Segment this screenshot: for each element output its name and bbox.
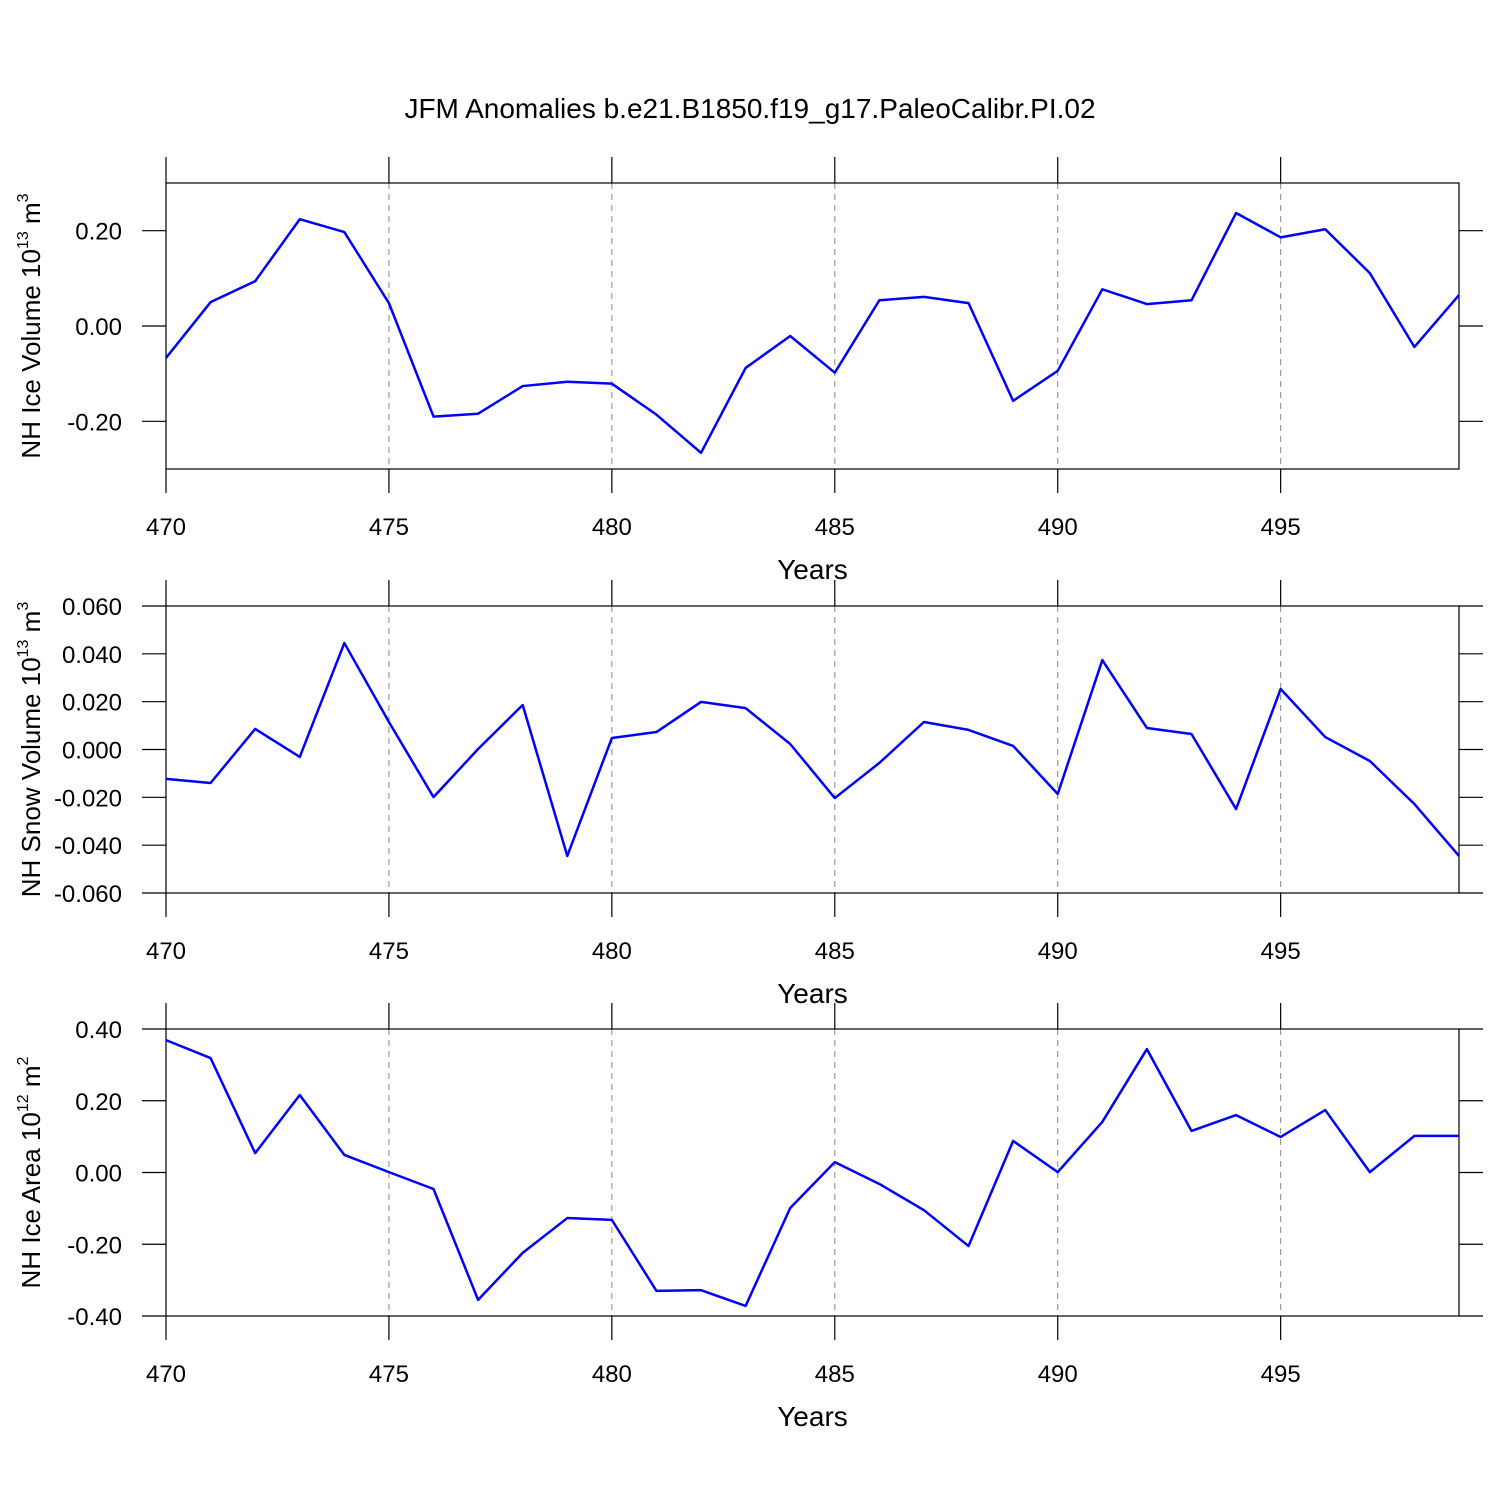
- y-label-text: m: [16, 1065, 46, 1094]
- y-tick-label: -0.40: [67, 1304, 122, 1331]
- x-axis-label: Years: [777, 978, 848, 1009]
- y-label-exponent: 13: [15, 639, 32, 657]
- y-label-text: NH Ice Volume 10: [16, 249, 46, 459]
- y-axis-label: NH Snow Volume 1013 m3: [15, 602, 46, 898]
- y-axis-label: NH Ice Volume 1013 m3: [15, 193, 46, 458]
- x-tick-label: 470: [146, 938, 186, 965]
- y-tick-label: 0.20: [75, 219, 122, 246]
- y-tick-label: 0.00: [75, 314, 122, 341]
- y-tick-label: 0.20: [75, 1089, 122, 1116]
- data-line: [165, 211, 1460, 455]
- x-tick-label: 470: [146, 514, 186, 541]
- x-tick-label: 495: [1261, 514, 1301, 541]
- y-tick-label: 0.000: [62, 738, 122, 765]
- x-tick-label: 480: [592, 938, 632, 965]
- data-line: [165, 641, 1460, 858]
- x-axis-label: Years: [777, 1401, 848, 1432]
- x-tick-label: 490: [1038, 1361, 1078, 1388]
- data-line: [165, 1038, 1459, 1308]
- y-axis-label: NH Ice Area 1012 m2: [15, 1056, 46, 1288]
- y-tick-label: 0.00: [75, 1161, 122, 1188]
- y-tick-label: 0.040: [62, 642, 122, 669]
- y-tick-label: -0.060: [54, 881, 122, 908]
- x-tick-label: 480: [592, 1361, 632, 1388]
- y-tick-label: 0.060: [62, 594, 122, 621]
- plot-frame: [165, 182, 1460, 470]
- y-tick-label: -0.040: [54, 833, 122, 860]
- y-tick-label: -0.20: [67, 1232, 122, 1259]
- x-tick-label: 485: [815, 514, 855, 541]
- y-label-text: m: [16, 611, 46, 640]
- x-tick-label: 470: [146, 1361, 186, 1388]
- y-label-text: NH Snow Volume 10: [16, 657, 46, 897]
- y-label-exponent: 2: [15, 1056, 32, 1065]
- x-tick-label: 490: [1038, 514, 1078, 541]
- chart-title: JFM Anomalies b.e21.B1850.f19_g17.PaleoC…: [404, 93, 1095, 124]
- x-tick-label: 480: [592, 514, 632, 541]
- plot-frame: [165, 1028, 1460, 1317]
- y-label-exponent: 3: [15, 193, 32, 202]
- x-tick-label: 490: [1038, 938, 1078, 965]
- y-label-exponent: 3: [15, 602, 32, 611]
- y-label-exponent: 13: [15, 231, 32, 249]
- x-tick-label: 475: [369, 1361, 409, 1388]
- y-label-exponent: 12: [15, 1094, 32, 1112]
- y-label-text: m: [16, 202, 46, 231]
- x-tick-label: 485: [815, 1361, 855, 1388]
- y-label-text: NH Ice Area 10: [16, 1112, 46, 1288]
- y-tick-label: 0.020: [62, 690, 122, 717]
- x-tick-label: 495: [1261, 938, 1301, 965]
- x-tick-label: 475: [369, 514, 409, 541]
- y-tick-label: -0.020: [54, 785, 122, 812]
- x-tick-label: 475: [369, 938, 409, 965]
- x-axis-label: Years: [777, 554, 848, 585]
- y-tick-label: 0.40: [75, 1017, 122, 1044]
- plot-frame: [165, 605, 1460, 894]
- x-tick-label: 485: [815, 938, 855, 965]
- x-tick-label: 495: [1261, 1361, 1301, 1388]
- y-tick-label: -0.20: [67, 409, 122, 436]
